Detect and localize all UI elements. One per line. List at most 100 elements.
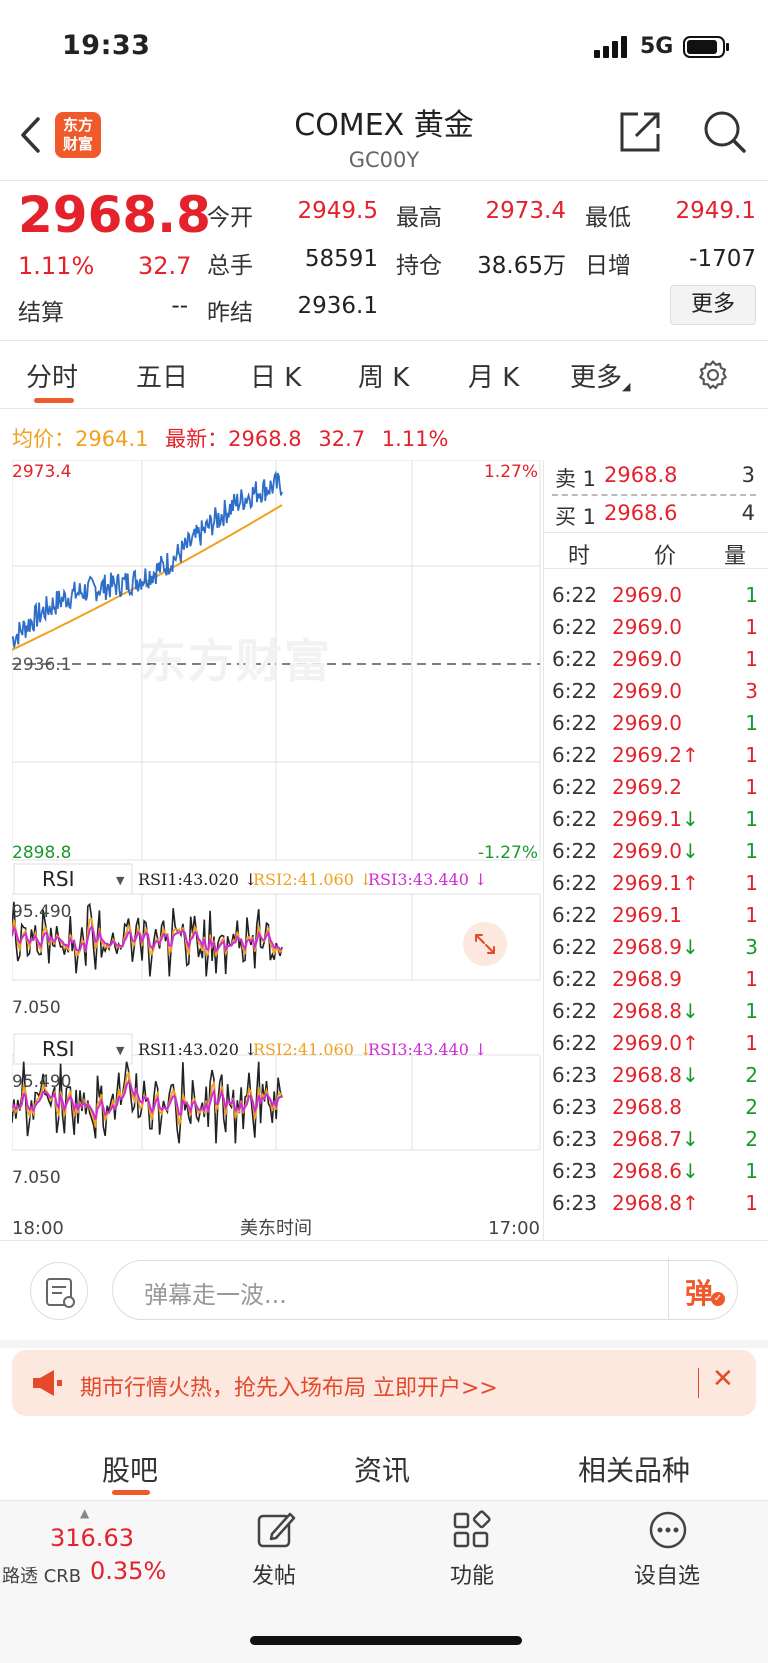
comment-input[interactable] [112, 1260, 738, 1320]
trade-time: 6:23 [552, 1191, 597, 1215]
ticker-pct: 0.35% [90, 1557, 167, 1585]
avg-label: 均价： [12, 427, 75, 451]
post-icon[interactable] [256, 1510, 296, 1550]
trade-row: 6:22 2969.0↓ 1 [552, 839, 758, 869]
pct-max-label: 1.27% [484, 462, 538, 482]
search-icon[interactable] [703, 110, 747, 154]
daily-increase-label: 日增 [585, 253, 631, 279]
arrow-up-icon: ↑ [681, 1191, 699, 1215]
trade-row: 6:22 2968.9↓ 3 [552, 935, 758, 965]
share-icon[interactable] [618, 110, 662, 154]
volume-label: 总手 [207, 253, 253, 279]
home-indicator [250, 1636, 522, 1645]
nav-post[interactable]: 发帖 [252, 1564, 297, 1589]
trade-row: 6:22 2969.0 1 [552, 647, 758, 677]
expand-icon[interactable] [463, 922, 507, 966]
trade-price: 2969.0↓ [612, 839, 699, 863]
open-label: 今开 [207, 205, 253, 231]
settle-label: 结算 [18, 300, 64, 326]
buy-1-label: 买 1 [555, 505, 597, 529]
tab-related[interactable]: 相关品种 [578, 1454, 691, 1487]
trade-qty: 1 [745, 1159, 758, 1183]
trade-price: 2969.2↑ [612, 743, 699, 767]
arrow-down-icon: ↓ [681, 935, 699, 959]
trade-row: 6:23 2968.7↓ 2 [552, 1127, 758, 1157]
change-value: 32.7 [138, 252, 192, 280]
tab-daily-k[interactable]: 日 K [250, 363, 302, 393]
high-value: 2973.4 [485, 198, 566, 224]
trade-row: 6:23 2968.6↓ 1 [552, 1159, 758, 1189]
tab-forum[interactable]: 股吧 [102, 1454, 159, 1487]
rsi1-value: RSI1:43.020 ↓ [138, 1040, 257, 1059]
rsi-selector-1[interactable] [13, 863, 133, 895]
trade-qty: 3 [745, 679, 758, 703]
rsi3-line [12, 1079, 283, 1120]
status-time: 19:33 [62, 30, 151, 61]
functions-icon[interactable] [452, 1510, 492, 1550]
trade-time: 6:23 [552, 1127, 597, 1151]
divider [0, 1240, 768, 1241]
trade-time: 6:22 [552, 839, 597, 863]
trade-qty: 1 [745, 839, 758, 863]
trade-time: 6:22 [552, 871, 597, 895]
back-icon[interactable] [18, 116, 44, 154]
rsi2-value: RSI2:41.060 ↓ [253, 870, 372, 889]
tab-weekly-k[interactable]: 周 K [358, 363, 410, 393]
tab-monthly-k[interactable]: 月 K [468, 363, 520, 393]
notes-icon[interactable] [30, 1262, 88, 1320]
nav-functions[interactable]: 功能 [450, 1564, 495, 1589]
active-tab-indicator [112, 1490, 150, 1495]
close-icon[interactable]: ✕ [712, 1364, 734, 1394]
rsi1-value: RSI1:43.020 ↓ [138, 870, 257, 889]
trade-time: 6:22 [552, 1031, 597, 1055]
trade-price: 2969.0 [612, 615, 682, 639]
trade-qty: 2 [745, 1095, 758, 1119]
ticker-value[interactable]: 316.63 [50, 1524, 134, 1552]
trade-price: 2968.7↓ [612, 1127, 699, 1151]
trade-time: 6:22 [552, 647, 597, 671]
rsi-selector-2-label: RSI [42, 1037, 75, 1061]
trade-time: 6:22 [552, 583, 597, 607]
tab-news[interactable]: 资讯 [354, 1454, 411, 1487]
trade-row: 6:23 2968.8↓ 2 [552, 1063, 758, 1093]
arrow-down-icon: ↓ [681, 999, 699, 1023]
nav-add-watchlist[interactable]: 设自选 [634, 1564, 701, 1589]
promo-banner[interactable] [12, 1350, 756, 1416]
more-options-icon[interactable] [648, 1510, 688, 1550]
settings-icon[interactable] [696, 358, 730, 392]
trade-qty: 1 [745, 1031, 758, 1055]
tab-intraday[interactable]: 分时 [26, 363, 79, 393]
trade-time: 6:23 [552, 1159, 597, 1183]
tab-five-day[interactable]: 五日 [136, 363, 189, 393]
price-line [12, 470, 283, 648]
danmu-button[interactable]: 弹 ✓ [668, 1258, 738, 1320]
contract-code: GC00Y [348, 148, 420, 172]
intraday-chart[interactable]: 2973.4 2936.1 2898.8 1.27% -1.27% RSI ▼ … [12, 460, 542, 1240]
trade-qty: 1 [745, 999, 758, 1023]
tab-more-label: 更多 [570, 363, 623, 393]
buy-1-qty: 4 [741, 501, 755, 525]
trade-price: 2968.8↓ [612, 1063, 699, 1087]
y-min-label: 2898.8 [12, 843, 71, 863]
trade-row: 6:22 2969.1 1 [552, 903, 758, 933]
rsi-selector-2[interactable] [13, 1033, 133, 1065]
trade-price: 2969.2 [612, 775, 682, 799]
sell-1-qty: 3 [741, 463, 755, 487]
divider [0, 408, 768, 409]
trade-row: 6:22 2969.1↑ 1 [552, 871, 758, 901]
trade-time: 6:22 [552, 679, 597, 703]
trade-row: 6:22 2969.0 1 [552, 711, 758, 741]
divider [543, 532, 768, 533]
promo-divider [698, 1368, 699, 1398]
page-title: COMEX 黄金 [294, 108, 474, 143]
volume-value: 58591 [304, 246, 378, 272]
trade-price: 2969.0 [612, 711, 682, 735]
trade-time: 6:23 [552, 1095, 597, 1119]
latest-value: 2968.8 [228, 427, 302, 451]
tab-more[interactable]: 更多◢ [570, 357, 630, 394]
last-price: 2968.8 [18, 186, 211, 244]
panel-divider [543, 460, 544, 1240]
more-details-button[interactable]: 更多 [670, 285, 756, 325]
arrow-down-icon: ↓ [681, 807, 699, 831]
chart-grid [12, 460, 541, 1151]
